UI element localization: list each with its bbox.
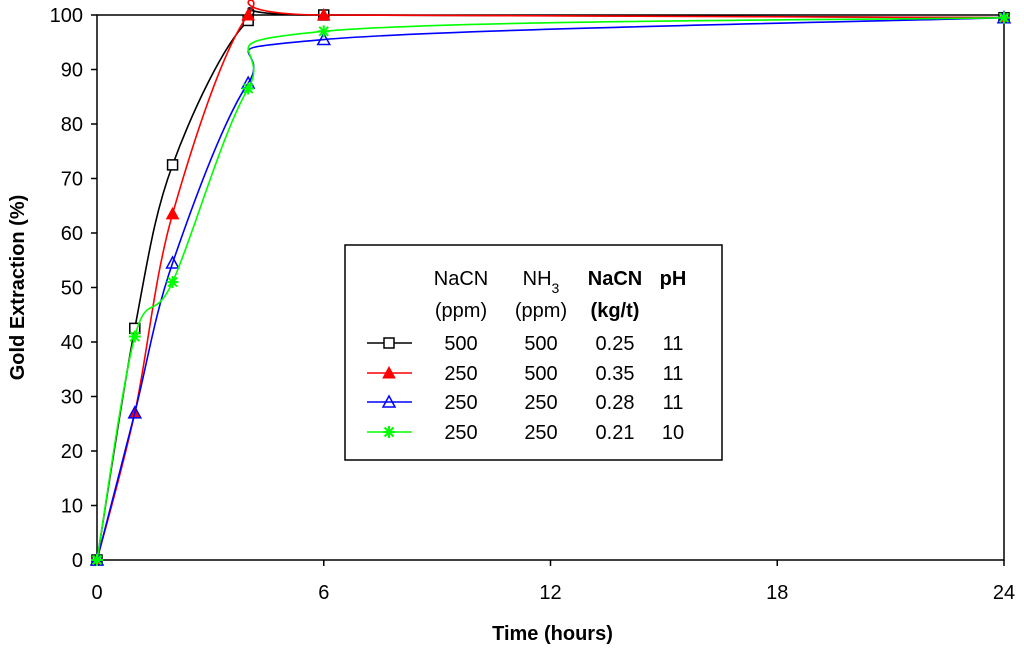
legend-value: 250 <box>524 392 557 414</box>
legend-value: 11 <box>663 392 684 414</box>
asterisk-stroke <box>91 554 103 566</box>
legend-header-unit: (ppm) <box>435 300 487 322</box>
data-point <box>316 7 331 21</box>
legend-value: 0.35 <box>596 363 635 385</box>
legend-value: 0.21 <box>596 422 635 444</box>
legend-value: 250 <box>444 422 477 444</box>
asterisk-stroke <box>383 426 395 438</box>
legend-header-unit: (ppm) <box>515 300 567 322</box>
legend-value: 500 <box>524 363 557 385</box>
legend-value: 500 <box>444 333 477 355</box>
legend-header: pH <box>660 268 687 290</box>
data-point <box>166 159 179 171</box>
legend-marker <box>383 337 395 349</box>
asterisk-stroke <box>318 26 329 37</box>
x-tick-label: 12 <box>539 582 561 604</box>
legend-entry-3: 250 250 0.28 11 <box>367 392 683 414</box>
asterisk-stroke <box>167 276 178 288</box>
series-4 <box>91 11 1010 566</box>
legend-value: 11 <box>663 363 684 385</box>
legend-value: 250 <box>524 422 557 444</box>
asterisk-stroke <box>129 331 140 342</box>
y-tick-label: 100 <box>50 5 83 27</box>
legend-entry-4: 250 250 0.21 10 <box>367 422 684 444</box>
legend-marker <box>381 394 397 408</box>
y-tick-label: 20 <box>61 441 83 463</box>
legend-value: 500 <box>524 333 557 355</box>
asterisk-stroke <box>998 12 1010 23</box>
y-tick-label: 50 <box>61 278 83 300</box>
x-tick-label: 0 <box>91 582 102 604</box>
axes: 0 10 20 30 40 50 60 70 80 90 100 0 6 12 18 24 <box>50 5 1016 604</box>
y-tick-label: 10 <box>61 496 83 518</box>
data-point <box>165 206 180 220</box>
legend-value: 0.25 <box>596 333 635 355</box>
y-tick-label: 60 <box>61 223 83 245</box>
y-tick-label: 0 <box>72 550 83 572</box>
y-tick-label: 30 <box>61 387 83 409</box>
legend-value: 250 <box>444 363 477 385</box>
data-point <box>998 11 1010 24</box>
asterisk-stroke <box>242 83 254 94</box>
legend-header: NaCN <box>588 268 642 290</box>
data-point <box>127 405 143 419</box>
legend-header: NaCN <box>434 268 488 290</box>
x-tick-label: 24 <box>993 582 1015 604</box>
data-point <box>241 7 256 21</box>
y-tick-label: 90 <box>61 60 83 82</box>
data-point <box>316 31 332 46</box>
data-point <box>166 276 179 289</box>
legend-value: 10 <box>662 422 684 444</box>
legend-entry-2: 250 500 0.35 11 <box>367 363 683 385</box>
legend-marker <box>382 365 396 379</box>
x-axis-title: Time (hours) <box>492 623 613 645</box>
y-axis-title: Gold Extraction (%) <box>7 195 29 381</box>
data-point <box>91 554 103 566</box>
x-tick-label: 6 <box>318 582 329 604</box>
legend-marker <box>383 426 395 438</box>
plot-area <box>89 0 1012 566</box>
y-tick-label: 40 <box>61 332 83 354</box>
y-tick-label: 80 <box>61 114 83 136</box>
data-point <box>242 82 255 95</box>
legend-box <box>344 244 723 461</box>
legend-value: 0.28 <box>596 392 635 414</box>
x-tick-label: 18 <box>766 582 788 604</box>
legend-value: 250 <box>444 392 477 414</box>
data-point <box>128 330 141 343</box>
data-point <box>165 255 180 269</box>
legend-value: 11 <box>663 333 684 355</box>
legend-header-unit: (kg/t) <box>591 300 640 322</box>
legend-entry-1: 500 500 0.25 11 <box>367 333 683 355</box>
data-point <box>317 25 330 38</box>
y-tick-label: 70 <box>61 169 83 191</box>
